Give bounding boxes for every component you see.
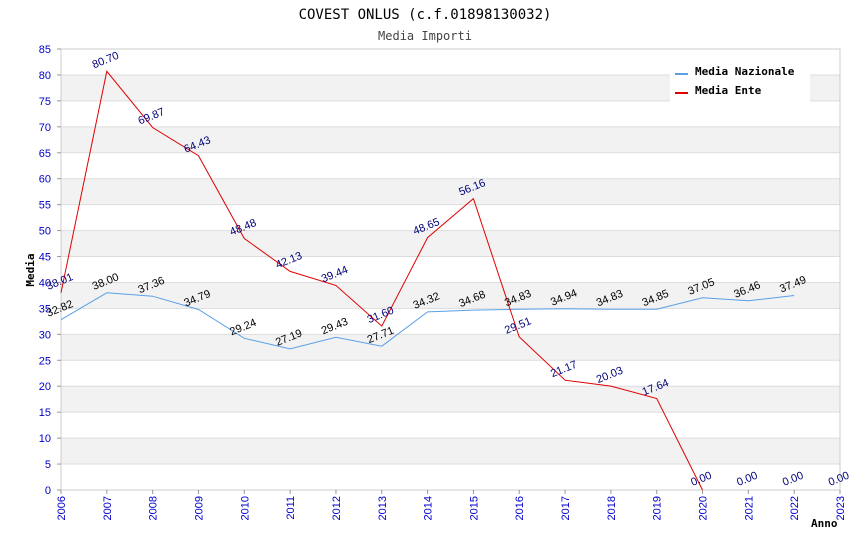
x-tick-label: 2007 (102, 496, 114, 520)
x-tick-label: 2013 (377, 496, 389, 520)
background-band (61, 178, 840, 205)
x-tick-label: 2014 (423, 496, 435, 520)
background-band (61, 126, 840, 153)
y-tick-label: 70 (39, 122, 51, 134)
x-tick-label: 2020 (698, 496, 710, 520)
y-tick-label: 60 (39, 174, 51, 186)
x-tick-label: 2017 (560, 496, 572, 520)
data-label-media-ente: 0.00 (781, 470, 805, 489)
y-tick-label: 0 (45, 485, 51, 497)
y-tick-label: 20 (39, 381, 51, 393)
data-label-media-ente: 0.00 (689, 470, 713, 489)
data-label-media-ente: 21.17 (549, 359, 579, 380)
plot-frame (60, 48, 841, 491)
x-axis-label: Anno (811, 517, 838, 530)
y-tick-label: 10 (39, 433, 51, 445)
x-axis: 2006 2007 2008 2009 2010 2011 2012 2013 2014 2015… (56, 490, 847, 520)
y-tick-label: 25 (39, 355, 51, 367)
x-tick-label: 2023 (835, 496, 847, 520)
y-tick-label: 15 (39, 407, 51, 419)
legend-label-media-ente: Media Ente (695, 84, 762, 97)
y-tick-label: 5 (45, 459, 51, 471)
data-label-media-ente: 0.00 (735, 470, 759, 489)
data-label-media-ente: 69.87 (136, 106, 166, 127)
x-tick-label: 2015 (468, 496, 480, 520)
y-tick-label: 35 (39, 303, 51, 315)
x-tick-label: 2021 (743, 496, 755, 520)
legend-box (670, 62, 810, 102)
x-tick-label: 2006 (56, 496, 68, 520)
x-tick-label: 2016 (514, 496, 526, 520)
background-band (61, 386, 840, 413)
plot-bands (61, 74, 840, 465)
data-label-media-ente: 0.00 (827, 470, 850, 489)
y-tick-label: 55 (39, 200, 51, 212)
data-label-media-ente: 80.70 (91, 50, 121, 71)
y-tick-label: 80 (39, 70, 51, 82)
x-tick-label: 2019 (652, 496, 664, 520)
grid-lines (61, 48, 840, 491)
y-tick-label: 40 (39, 277, 51, 289)
series-line-media-ente (60, 70, 703, 491)
legend: Media Nazionale Media Ente (670, 62, 810, 102)
x-tick-label: 2010 (239, 496, 251, 520)
background-band (61, 438, 840, 465)
y-axis-label: Media (24, 253, 37, 286)
legend-label-media-nazionale: Media Nazionale (695, 65, 795, 78)
x-tick-label: 2009 (193, 496, 205, 520)
y-tick-label: 50 (39, 226, 51, 238)
data-label-media-nazionale: 32.82 (45, 298, 75, 319)
x-tick-label: 2022 (789, 496, 801, 520)
x-tick-label: 2018 (606, 496, 618, 520)
background-band (61, 282, 840, 309)
series-layer (60, 70, 795, 491)
y-tick-label: 45 (39, 252, 51, 264)
data-label-media-ente: 20.03 (595, 365, 625, 386)
background-band (61, 230, 840, 257)
background-band (61, 334, 840, 361)
y-tick-label: 75 (39, 96, 51, 108)
series-line-media-nazionale (60, 292, 795, 350)
x-tick-label: 2012 (331, 496, 343, 520)
y-tick-label: 85 (39, 44, 51, 56)
y-tick-label: 65 (39, 148, 51, 160)
chart-subtitle: Media Importi (378, 29, 472, 43)
x-tick-label: 2011 (285, 496, 297, 520)
x-tick-label: 2008 (148, 496, 160, 520)
chart-title: COVEST ONLUS (c.f.01898130032) (299, 7, 552, 23)
y-axis: 0 5 10 15 20 25 30 35 40 45 50 55 60 65 70 75 80 85 (39, 44, 61, 497)
y-tick-label: 30 (39, 329, 51, 341)
